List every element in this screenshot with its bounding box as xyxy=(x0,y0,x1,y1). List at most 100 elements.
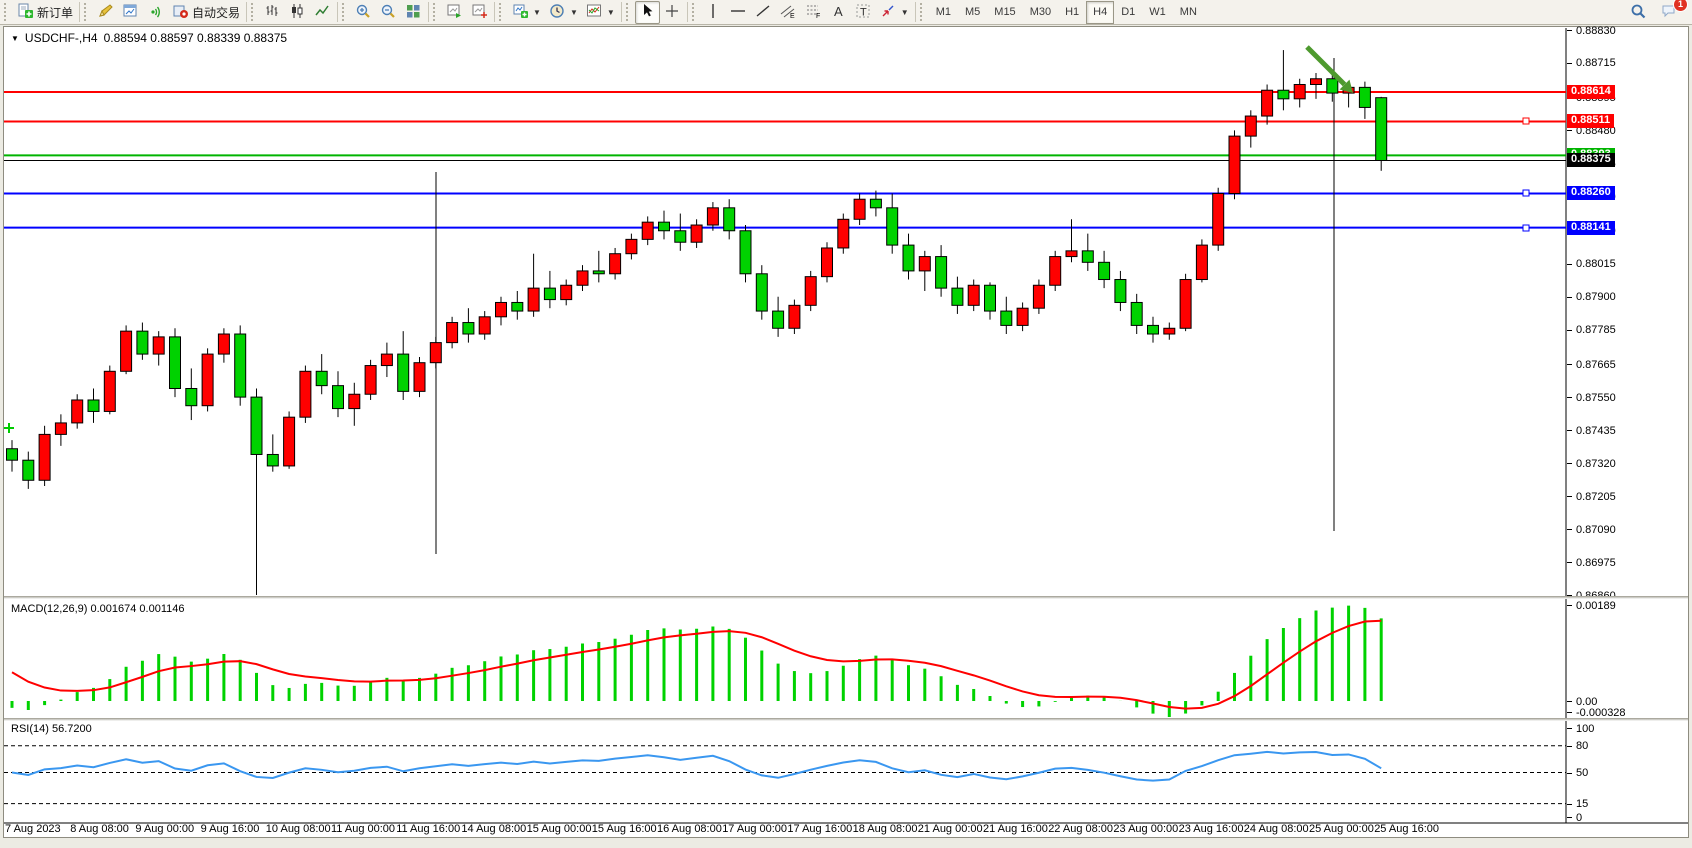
plus-marker-annotation[interactable] xyxy=(4,423,14,433)
candlestick-chart-button[interactable] xyxy=(285,1,310,24)
toolbar-drag-handle[interactable] xyxy=(625,3,632,21)
toolbar-drag-handle[interactable] xyxy=(251,3,257,21)
notifications-button[interactable]: 1 xyxy=(1657,0,1688,24)
candle-body xyxy=(1261,89,1274,117)
candle-body xyxy=(527,287,540,312)
timeframe-m5-button[interactable]: M5 xyxy=(965,6,981,18)
candle-body xyxy=(951,287,964,306)
axis-tick xyxy=(1567,496,1572,498)
candle-body xyxy=(1228,135,1241,194)
toolbar-drag-handle[interactable] xyxy=(433,3,439,21)
timeframe-d1-button[interactable]: D1 xyxy=(1121,6,1136,18)
axis-tick xyxy=(1567,817,1572,818)
text-button[interactable]: A xyxy=(826,1,851,24)
candle-body xyxy=(413,362,426,392)
new-order-icon xyxy=(17,3,34,22)
chart-title: ▼ USDCHF-,H4 0.88594 0.88597 0.88339 0.8… xyxy=(11,31,287,45)
candle-body xyxy=(6,448,18,461)
candle-body xyxy=(446,322,459,344)
chart-shift-button[interactable] xyxy=(442,1,467,24)
candle-body xyxy=(495,301,507,318)
level-price-tag: 0.88511 xyxy=(1567,114,1615,129)
search-button[interactable] xyxy=(1626,1,1651,24)
timeframe-w1-button[interactable]: W1 xyxy=(1149,6,1166,18)
indicators-icon xyxy=(586,3,603,22)
toolbar-drag-handle[interactable] xyxy=(919,3,926,21)
timeframe-mn-button[interactable]: MN xyxy=(1179,6,1197,18)
toolbar-drag-handle[interactable] xyxy=(84,3,90,21)
indicators-button[interactable]: ▼ xyxy=(582,1,619,24)
new-order-button[interactable]: 新订单 xyxy=(13,1,77,24)
candle-body xyxy=(918,256,931,272)
toolbar-drag-handle[interactable] xyxy=(342,3,348,21)
candle-body xyxy=(397,353,410,392)
svg-text:E: E xyxy=(790,13,795,19)
main-toolbar: 新订单 自动交易 ▼ ▼ ▼ E F A T ▼ M1 M5 M15 M30 H1 H4 D1 W1 MN 1 xyxy=(0,0,1692,25)
line-anchor-marker[interactable] xyxy=(1522,189,1530,197)
line-chart-button[interactable] xyxy=(310,1,335,24)
profiles-button[interactable]: ▼ xyxy=(545,1,582,24)
auto-scroll-button[interactable] xyxy=(467,1,492,24)
chevron-down-icon: ▼ xyxy=(900,7,909,17)
time-tick-label: 25 Aug 16:00 xyxy=(1374,823,1440,835)
timeframe-m30-button[interactable]: M30 xyxy=(1029,6,1052,18)
toolbar-drag-handle[interactable] xyxy=(691,3,698,21)
timeframe-h1-button[interactable]: H1 xyxy=(1065,6,1080,18)
line-anchor-marker[interactable] xyxy=(1522,224,1530,232)
equidistant-channel-button[interactable]: E xyxy=(776,1,801,24)
chart-window[interactable]: ▼ USDCHF-,H4 0.88594 0.88597 0.88339 0.8… xyxy=(3,25,1690,839)
horizontal-line-button[interactable] xyxy=(726,1,751,24)
tile-windows-button[interactable] xyxy=(401,1,426,24)
bar-chart-button[interactable] xyxy=(260,1,285,24)
axis-tick xyxy=(1567,30,1572,31)
new-chart-button[interactable]: ▼ xyxy=(508,1,545,24)
vline-tool-icon xyxy=(705,3,722,22)
trendline-button[interactable] xyxy=(751,1,776,24)
candle-body xyxy=(22,459,35,481)
timeframe-m15-button[interactable]: M15 xyxy=(994,6,1016,18)
pane-splitter[interactable] xyxy=(4,596,1688,599)
autotrade-button[interactable]: 自动交易 xyxy=(168,1,244,24)
candle-body xyxy=(739,230,752,275)
chart-canvas[interactable] xyxy=(4,27,1690,839)
axis-tick xyxy=(1567,62,1572,64)
publish-chart-button[interactable] xyxy=(118,1,143,24)
profiles-icon xyxy=(549,3,566,22)
candle-body xyxy=(625,238,638,255)
toolbar-separator xyxy=(246,2,248,22)
zoom-out-button[interactable] xyxy=(376,1,401,24)
signal-icon xyxy=(147,3,164,22)
candle-chart-icon xyxy=(289,3,306,22)
line-chart-icon xyxy=(314,3,331,22)
cursor-button[interactable] xyxy=(634,0,660,24)
candle-body xyxy=(609,253,622,275)
arrow-annotation-head xyxy=(1339,79,1353,93)
timeframe-h4-button[interactable]: H4 xyxy=(1086,0,1115,24)
arrow-annotation[interactable] xyxy=(1305,45,1347,87)
time-tick-label: 9 Aug 16:00 xyxy=(200,823,260,835)
candle-body xyxy=(674,230,687,243)
candle-body xyxy=(1212,192,1225,246)
bars-chart-icon xyxy=(264,3,281,22)
axis-tick xyxy=(1567,364,1572,366)
styler-button[interactable] xyxy=(93,1,118,24)
rsi-axis-label: 0 xyxy=(1576,811,1583,824)
candle-body xyxy=(54,422,67,435)
chart-dropdown-icon[interactable]: ▼ xyxy=(11,33,19,43)
line-anchor-marker[interactable] xyxy=(1522,117,1530,125)
candle-body xyxy=(429,342,442,364)
pane-splitter[interactable] xyxy=(4,718,1688,721)
rsi-axis-label: 100 xyxy=(1576,722,1595,735)
toolbar-drag-handle[interactable] xyxy=(499,3,505,21)
signals-button[interactable] xyxy=(143,1,168,24)
fibonacci-button[interactable]: F xyxy=(801,1,826,24)
text-label-button[interactable]: T xyxy=(851,1,876,24)
zoom-in-button[interactable] xyxy=(351,1,376,24)
arrows-button[interactable]: ▼ xyxy=(876,1,913,24)
time-tick-label: 22 Aug 08:00 xyxy=(1048,823,1114,835)
crosshair-button[interactable] xyxy=(660,1,685,24)
vertical-line-button[interactable] xyxy=(701,1,726,24)
timeframe-m1-button[interactable]: M1 xyxy=(935,6,951,18)
toolbar-drag-handle[interactable] xyxy=(4,3,10,21)
